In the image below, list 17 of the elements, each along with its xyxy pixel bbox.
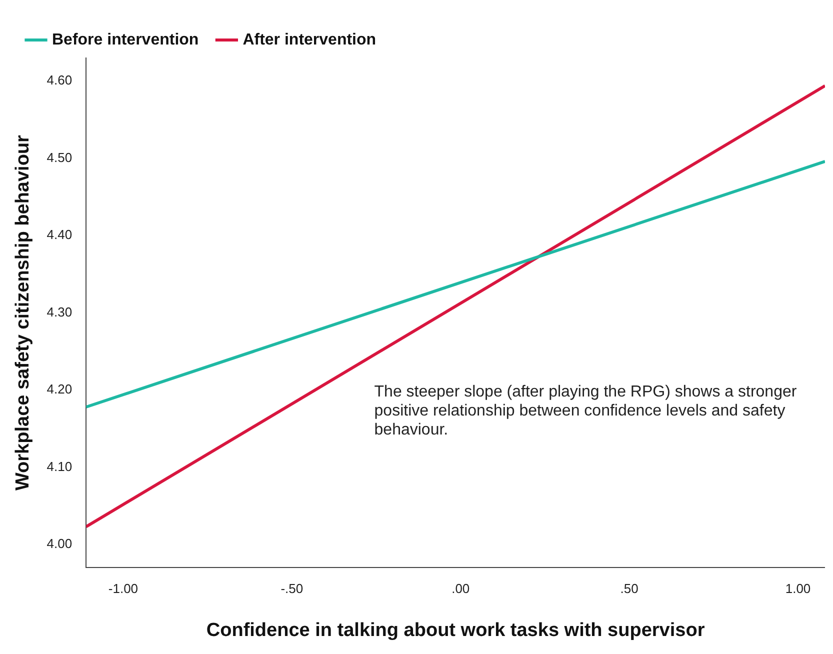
x-tick-label: .00 [452, 580, 470, 596]
x-tick-label: -1.00 [108, 580, 138, 596]
legend-label: Before intervention [52, 31, 199, 48]
y-tick-label: 4.00 [46, 536, 72, 552]
y-tick-label: 4.50 [46, 150, 72, 165]
y-axis-title: Workplace safety citizenship behaviour [12, 134, 34, 491]
x-axis-title: Confidence in talking about work tasks with supervisor [206, 620, 706, 641]
legend-label: After intervention [242, 31, 376, 48]
y-tick-label: 4.40 [46, 227, 72, 242]
y-tick-label: 4.60 [46, 72, 72, 88]
y-tick-label: 4.20 [46, 382, 72, 397]
y-tick-label: 4.30 [46, 304, 72, 320]
x-tick-label: 1.00 [785, 580, 811, 596]
y-tick-label: 4.10 [46, 458, 72, 474]
x-tick-label: -.50 [280, 580, 304, 596]
x-tick-label: .50 [620, 580, 638, 596]
annotation: The steeper slope (after playing the RPG) shows a stronger positive relationship between confidence levels and safety behaviour. [374, 384, 798, 439]
